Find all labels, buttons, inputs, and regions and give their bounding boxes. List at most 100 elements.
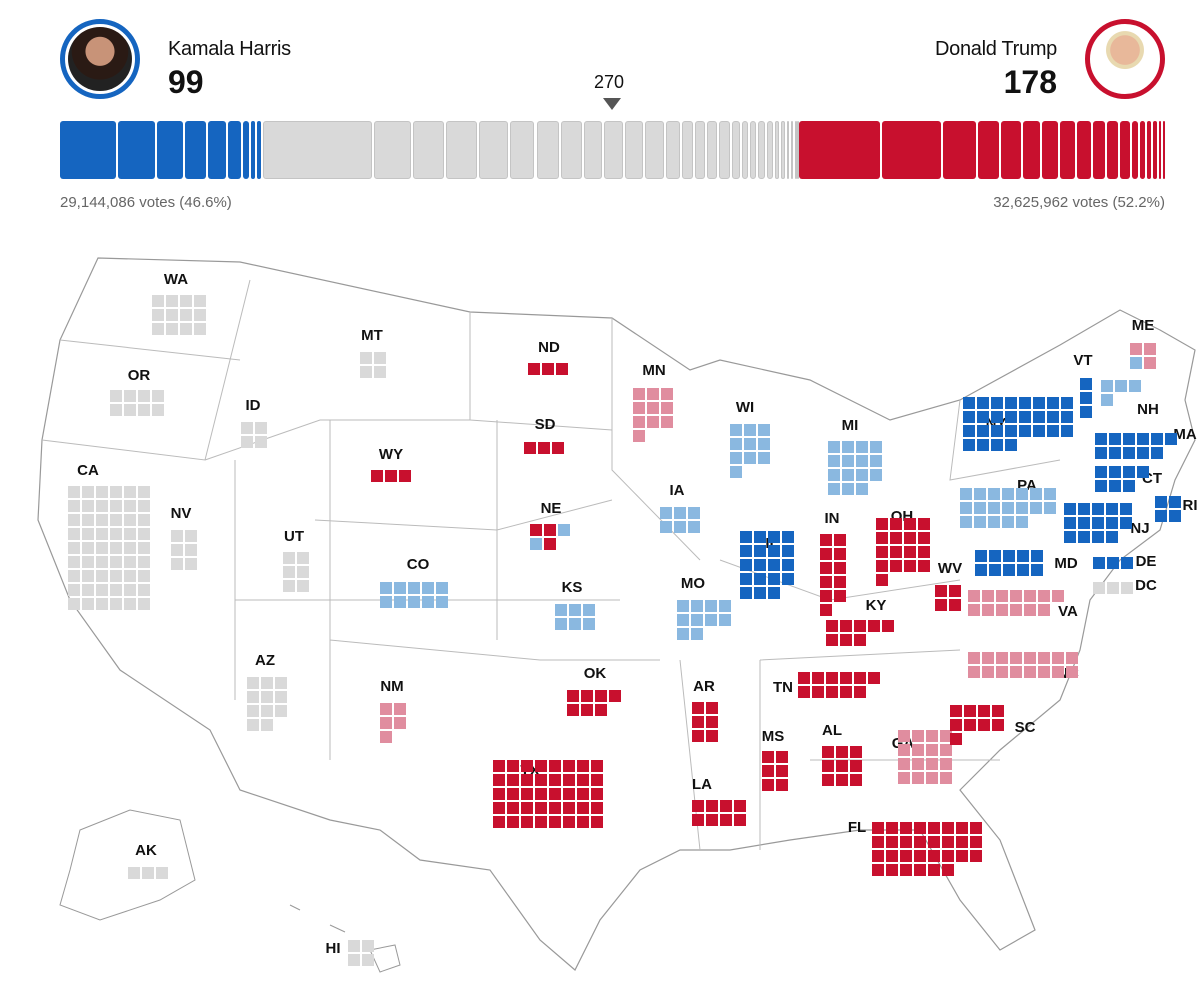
ev-cell-md[interactable]	[1031, 550, 1043, 562]
state-label-ar[interactable]: AR	[693, 678, 715, 695]
bar-segment-hi[interactable]	[766, 121, 773, 179]
ev-cell-ca[interactable]	[138, 570, 150, 582]
state-label-al[interactable]: AL	[822, 722, 842, 739]
state-label-ms[interactable]: MS	[761, 728, 785, 745]
ev-cell-nm[interactable]	[394, 703, 406, 715]
ev-cell-ms[interactable]	[762, 765, 774, 777]
bar-segment-sd[interactable]	[1152, 121, 1157, 179]
ev-cell-al[interactable]	[850, 760, 862, 772]
ev-cell-al[interactable]	[850, 746, 862, 758]
ev-cell-il[interactable]	[740, 545, 752, 557]
ev-cell-wa[interactable]	[180, 295, 192, 307]
ev-cell-nc[interactable]	[982, 666, 994, 678]
ev-cell-va[interactable]	[968, 604, 980, 616]
ev-cell-ny[interactable]	[1061, 397, 1073, 409]
state-label-sd[interactable]: SD	[534, 416, 556, 433]
ev-cell-tx[interactable]	[507, 774, 519, 786]
ev-cell-ri[interactable]	[1169, 510, 1181, 522]
ev-cell-nv[interactable]	[171, 558, 183, 570]
ev-cell-il[interactable]	[740, 587, 752, 599]
state-label-dc[interactable]: DC	[1135, 577, 1157, 594]
ev-cell-wy[interactable]	[371, 470, 383, 482]
ev-cell-al[interactable]	[836, 774, 848, 786]
ev-cell-la[interactable]	[734, 814, 746, 826]
ev-cell-la[interactable]	[720, 800, 732, 812]
ev-cell-ca[interactable]	[68, 556, 80, 568]
ev-cell-ma[interactable]	[1095, 447, 1107, 459]
ev-cell-va[interactable]	[1024, 590, 1036, 602]
ev-cell-mn[interactable]	[633, 416, 645, 428]
ev-cell-tx[interactable]	[549, 816, 561, 828]
state-label-mn[interactable]: MN	[642, 362, 666, 379]
ev-cell-wa[interactable]	[152, 323, 164, 335]
ev-cell-ut[interactable]	[283, 552, 295, 564]
ev-cell-mo[interactable]	[691, 600, 703, 612]
state-label-ks[interactable]: KS	[561, 579, 583, 596]
bar-segment-nd[interactable]	[1146, 121, 1151, 179]
ev-cell-oh[interactable]	[876, 560, 888, 572]
ev-cell-ky[interactable]	[826, 634, 838, 646]
ev-cell-fl[interactable]	[928, 822, 940, 834]
ev-cell-mt[interactable]	[360, 366, 372, 378]
ev-cell-ca[interactable]	[138, 598, 150, 610]
bar-segment-nh[interactable]	[758, 121, 765, 179]
ev-cell-co[interactable]	[394, 596, 406, 608]
bar-segment-me[interactable]	[797, 121, 800, 179]
ev-cell-oh[interactable]	[904, 560, 916, 572]
ev-cell-sc[interactable]	[978, 719, 990, 731]
ev-cell-mt[interactable]	[374, 352, 386, 364]
ev-cell-mi[interactable]	[856, 441, 868, 453]
bar-segment-mi[interactable]	[478, 121, 508, 179]
ev-cell-ca[interactable]	[110, 556, 122, 568]
ev-cell-ok[interactable]	[567, 704, 579, 716]
ev-cell-fl[interactable]	[956, 850, 968, 862]
ev-cell-ma[interactable]	[1137, 433, 1149, 445]
ev-cell-al[interactable]	[822, 774, 834, 786]
ev-cell-tx[interactable]	[549, 788, 561, 800]
ev-cell-tn[interactable]	[798, 686, 810, 698]
state-label-la[interactable]: LA	[692, 776, 712, 793]
bar-segment-ar[interactable]	[1107, 121, 1118, 179]
ev-cell-pa[interactable]	[988, 488, 1000, 500]
ev-cell-co[interactable]	[422, 596, 434, 608]
ev-cell-il[interactable]	[768, 573, 780, 585]
state-label-vt[interactable]: VT	[1073, 352, 1093, 369]
state-label-or[interactable]: OR	[127, 367, 151, 384]
ev-cell-pa[interactable]	[1044, 488, 1056, 500]
ev-cell-ca[interactable]	[68, 528, 80, 540]
state-label-hi[interactable]: HI	[325, 940, 341, 957]
ev-cell-sc[interactable]	[964, 719, 976, 731]
state-label-ne[interactable]: NE	[540, 500, 562, 517]
ev-cell-az[interactable]	[261, 705, 273, 717]
ev-cell-il[interactable]	[782, 531, 794, 543]
ev-cell-nv[interactable]	[185, 558, 197, 570]
ev-cell-mi[interactable]	[856, 483, 868, 495]
ev-cell-oh[interactable]	[918, 546, 930, 558]
ev-cell-oh[interactable]	[904, 518, 916, 530]
ev-cell-fl[interactable]	[914, 864, 926, 876]
ev-cell-nh[interactable]	[1101, 394, 1113, 406]
ev-cell-md[interactable]	[1003, 564, 1015, 576]
ev-cell-az[interactable]	[275, 677, 287, 689]
ev-cell-nj[interactable]	[1064, 503, 1076, 515]
ev-cell-tx[interactable]	[521, 760, 533, 772]
ev-cell-wa[interactable]	[194, 323, 206, 335]
ev-cell-mn[interactable]	[633, 430, 645, 442]
ev-cell-ga[interactable]	[940, 730, 952, 742]
bar-segment-ny[interactable]	[60, 121, 116, 179]
ev-cell-fl[interactable]	[914, 836, 926, 848]
ev-cell-mt[interactable]	[360, 352, 372, 364]
ev-cell-ky[interactable]	[854, 620, 866, 632]
ev-cell-nv[interactable]	[185, 544, 197, 556]
ev-cell-ga[interactable]	[898, 744, 910, 756]
bar-segment-oh[interactable]	[943, 121, 977, 179]
ev-cell-az[interactable]	[247, 691, 259, 703]
ev-cell-nv[interactable]	[185, 530, 197, 542]
bar-segment-nj[interactable]	[156, 121, 184, 179]
ev-cell-ny[interactable]	[977, 411, 989, 423]
ev-cell-or[interactable]	[138, 390, 150, 402]
ev-cell-ca[interactable]	[96, 542, 108, 554]
ev-cell-ca[interactable]	[138, 556, 150, 568]
ev-cell-nj[interactable]	[1092, 503, 1104, 515]
ev-cell-pa[interactable]	[974, 488, 986, 500]
